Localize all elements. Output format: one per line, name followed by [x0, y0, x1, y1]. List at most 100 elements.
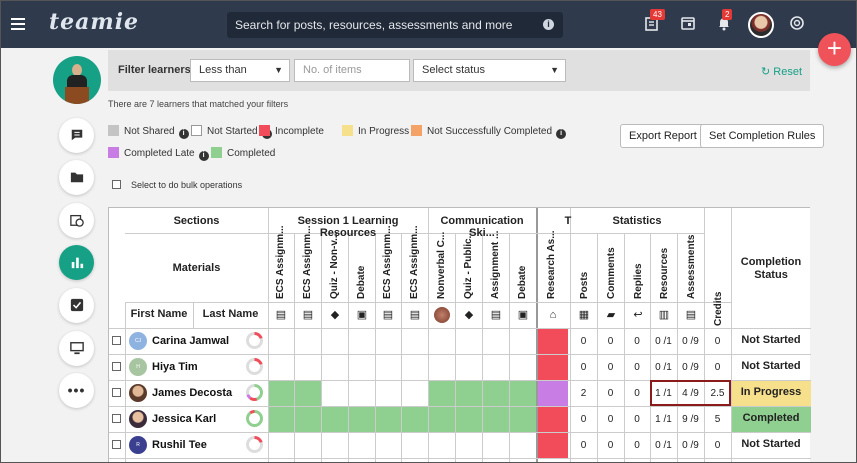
legend-label: In Progress [358, 126, 410, 137]
bell-icon[interactable] [716, 15, 732, 31]
search-input[interactable]: Search for posts, resources, assessments… [227, 12, 563, 38]
items-input[interactable]: No. of items [294, 59, 410, 82]
legend-swatch [211, 147, 222, 158]
credits-value: 0 [714, 440, 721, 451]
export-report-button[interactable]: Export Report [620, 124, 706, 148]
top-bar: teamie Search for posts, resources, asse… [1, 1, 856, 48]
avatar: R [129, 436, 147, 454]
material-10[interactable]: Debate [517, 265, 528, 299]
learner-name[interactable]: James Decosta [152, 387, 233, 399]
status-select[interactable]: Select status ▼ [413, 59, 566, 82]
legend-completed: Completed [211, 147, 275, 159]
section1-header: Session 1 Learning Resources [297, 215, 399, 239]
credits-value: 5 [714, 414, 721, 425]
stats-highlight [650, 380, 731, 406]
resource-thumbnail-icon [434, 307, 450, 323]
learner-name[interactable]: Carina Jamwal [152, 335, 230, 347]
avatar [129, 384, 147, 402]
credits-value: 2.5 [710, 388, 725, 399]
posts-value: 0 [580, 336, 587, 347]
reset-button[interactable]: ↻ Reset [761, 65, 802, 78]
nav-posts[interactable] [59, 118, 94, 153]
last-name-header[interactable]: Last Name [202, 308, 259, 320]
nav-assessments[interactable] [59, 288, 94, 323]
material-6[interactable]: ECS Assignm... [409, 225, 420, 299]
material-11[interactable]: Research As... [546, 230, 557, 299]
legend-swatch [191, 125, 202, 136]
bulk-select[interactable]: Select to do bulk operations [112, 180, 242, 190]
info-icon[interactable]: i [556, 129, 567, 139]
comments-value: 0 [607, 336, 614, 347]
info-icon[interactable]: i [543, 19, 554, 30]
match-count-text: There are 7 learners that matched your f… [108, 99, 289, 109]
logo[interactable]: teamie [49, 9, 140, 35]
legend-label: Completed Late [124, 148, 195, 159]
nav-more-icon[interactable]: ••• [59, 373, 94, 408]
search-placeholder: Search for posts, resources, assessments… [235, 18, 513, 32]
completion-status: Completed [742, 412, 800, 424]
learner-name[interactable]: Rushil Tee [152, 439, 207, 451]
quiz-icon: ◆ [330, 309, 340, 321]
quiz-icon: ◆ [464, 309, 474, 321]
material-8[interactable]: Quiz - Public... [463, 230, 474, 299]
posts-value: 2 [580, 388, 587, 399]
learner-name[interactable]: Hiya Tim [152, 361, 198, 373]
material-9[interactable]: Assignment ... [490, 230, 501, 299]
first-name-header[interactable]: First Name [130, 308, 188, 320]
comparison-select[interactable]: Less than ▼ [190, 59, 290, 82]
assignment-icon: ▤ [382, 309, 394, 321]
row-checkbox[interactable] [112, 362, 121, 371]
stat-comments-header: Comments [606, 247, 617, 299]
info-icon[interactable]: i [198, 151, 209, 161]
row-checkbox[interactable] [112, 440, 121, 449]
calendar-icon[interactable] [680, 15, 696, 31]
row-checkbox[interactable] [112, 336, 121, 345]
help-icon[interactable] [789, 15, 805, 31]
row-checkbox[interactable] [112, 414, 121, 423]
row-checkbox[interactable] [112, 388, 121, 397]
material-1[interactable]: ECS Assignm... [275, 225, 286, 299]
completion-status: In Progress [740, 386, 802, 398]
stat-replies-header: Replies [633, 263, 644, 299]
material-2[interactable]: ECS Assignm... [302, 225, 313, 299]
legend-incomplete: Incomplete [259, 125, 324, 137]
avatar: H [129, 358, 147, 376]
caret-down-icon: ▼ [550, 65, 559, 75]
stat-resources-header: Resources [659, 247, 670, 299]
learner-name[interactable]: Jessica Karl [152, 413, 217, 425]
bulk-checkbox[interactable] [112, 180, 121, 189]
legend-label: Incomplete [275, 126, 324, 137]
menu-icon[interactable] [11, 18, 25, 30]
chat-icon [71, 129, 82, 141]
nav-analytics[interactable] [59, 245, 94, 280]
nav-screen[interactable] [59, 331, 94, 366]
book-icon: ▥ [658, 309, 670, 321]
comments-value: 0 [607, 414, 614, 425]
reset-label: Reset [773, 66, 803, 78]
legend-swatch [342, 125, 353, 136]
posts-value: 0 [580, 362, 587, 373]
status-in-progress-fill [731, 380, 811, 406]
items-placeholder: No. of items [303, 64, 362, 76]
add-button[interactable]: + [818, 33, 851, 66]
avatar: CJ [129, 332, 147, 350]
material-3[interactable]: Quiz - Non-v... [329, 232, 340, 299]
user-avatar[interactable] [748, 12, 774, 38]
set-completion-rules-button[interactable]: Set Completion Rules [700, 124, 825, 148]
assessments-value: 4 /9 [682, 388, 699, 399]
classroom-avatar[interactable] [53, 56, 101, 104]
info-icon[interactable]: i [178, 129, 189, 139]
reset-icon: ↻ [761, 66, 771, 78]
comparison-value: Less than [199, 64, 247, 76]
material-5[interactable]: ECS Assignm... [382, 225, 393, 299]
nav-resources[interactable] [59, 160, 94, 195]
debate-icon: ▣ [517, 309, 529, 321]
assignment-icon: ▤ [275, 309, 287, 321]
resources-value: 0 /1 [655, 362, 672, 373]
material-7[interactable]: Nonverbal C... [436, 231, 447, 299]
nav-calendar[interactable] [59, 203, 94, 238]
material-4[interactable]: Debate [356, 265, 367, 299]
filter-title: Filter learners [118, 64, 191, 76]
legend-swatch [411, 125, 422, 136]
